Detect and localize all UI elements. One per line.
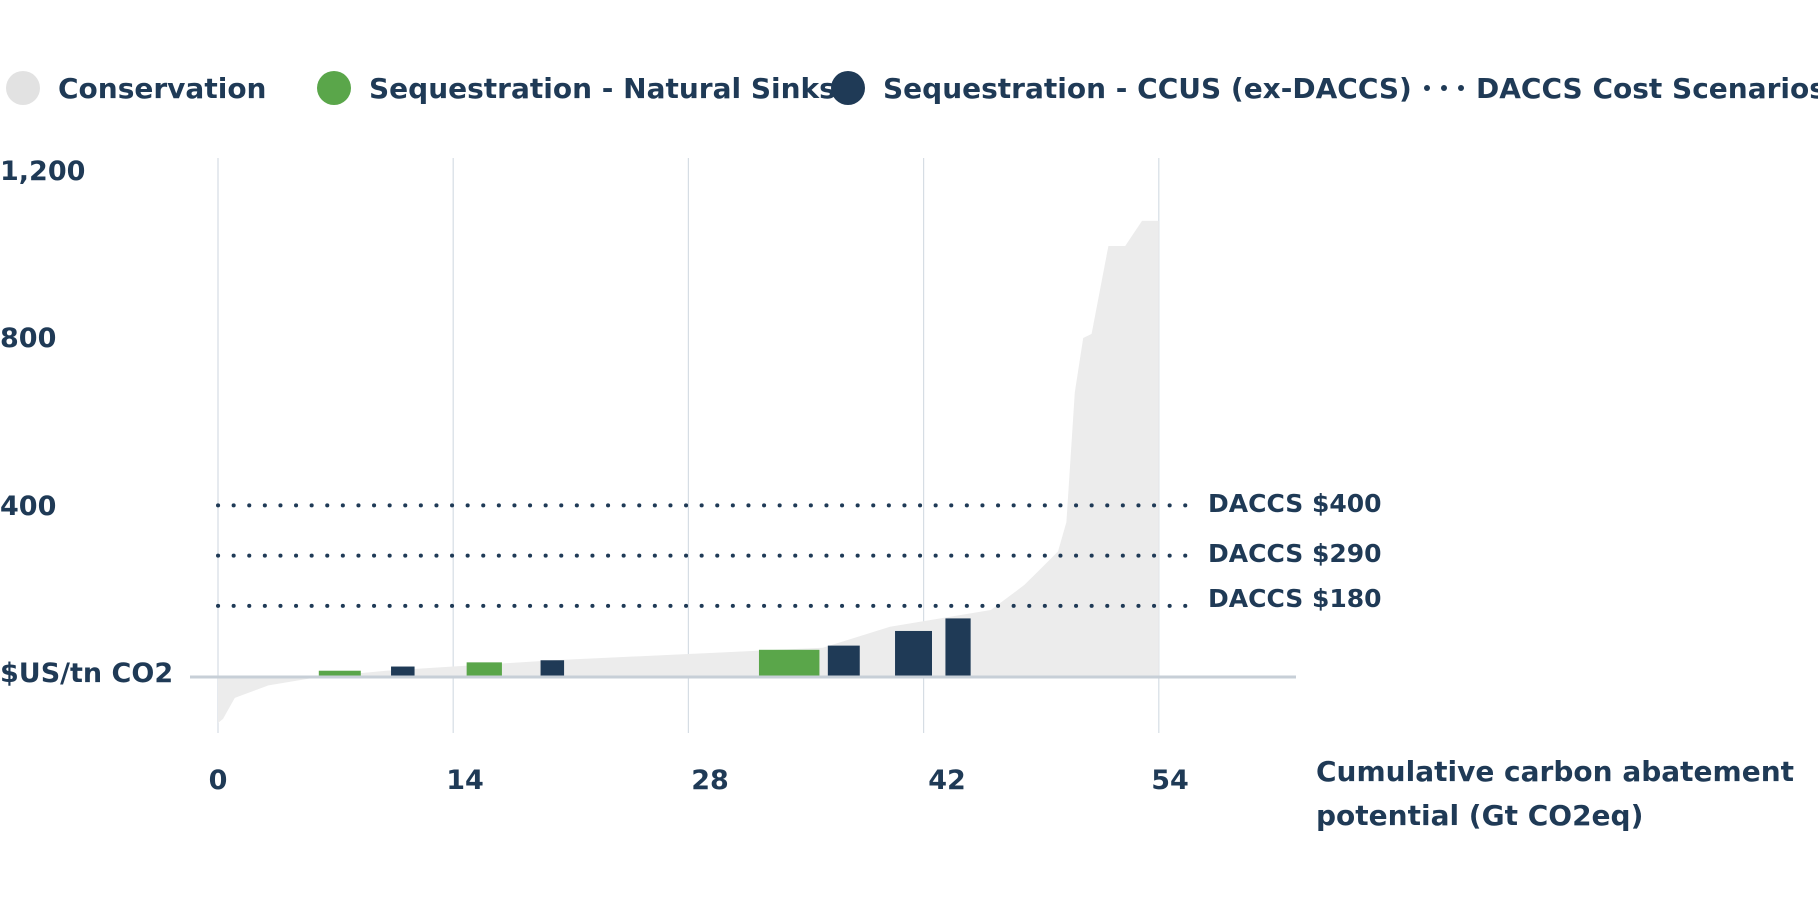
legend-item-daccs-scenarios: DACCS Cost Scenarios — [1424, 64, 1818, 112]
y-tick-label-800: 800 — [0, 323, 57, 354]
legend-dots-icon — [1424, 85, 1464, 91]
y-axis-label: $US/tn CO2 — [0, 658, 174, 689]
y-tick-label-1200: 1,200 — [0, 156, 86, 187]
legend-label-daccs-scenarios: DACCS Cost Scenarios — [1476, 71, 1818, 105]
x-tick-label-0: 0 — [208, 765, 228, 796]
x-tick-label-54: 54 — [1151, 765, 1189, 796]
bar-natural-sinks-5 — [758, 649, 820, 677]
x-axis-label: Cumulative carbon abatement potential (G… — [1316, 755, 1795, 832]
legend-swatch-conservation — [6, 71, 40, 105]
legend-label-conservation: Conservation — [58, 71, 267, 105]
bar-natural-sinks-1 — [318, 670, 361, 677]
bar-ccus-2 — [391, 666, 415, 677]
scenario-label-daccs-180: DACCS $180 — [1208, 584, 1382, 613]
legend-label-natural-sinks: Sequestration - Natural Sinks — [369, 71, 836, 105]
bar-ccus-8 — [945, 618, 971, 677]
sequestration-bars — [318, 618, 971, 677]
legend-item-conservation: Conservation — [6, 64, 266, 112]
legend-swatch-natural-sinks — [317, 71, 351, 105]
y-tick-label-400: 400 — [0, 491, 57, 522]
x-tick-label-28: 28 — [691, 765, 729, 796]
conservation-area — [218, 220, 1159, 724]
legend-swatch-ccus — [831, 71, 865, 105]
legend-label-ccus: Sequestration - CCUS (ex-DACCS) — [883, 71, 1412, 105]
bar-ccus-4 — [540, 660, 565, 677]
x-tick-label-14: 14 — [446, 765, 484, 796]
legend-item-natural-sinks: Sequestration - Natural Sinks — [317, 64, 836, 112]
bar-ccus-7 — [895, 630, 932, 677]
conservation-area-layer — [218, 220, 1159, 724]
x-tick-label-42: 42 — [928, 765, 966, 796]
legend: Conservation Sequestration - Natural Sin… — [0, 64, 1818, 112]
scenario-label-daccs-400: DACCS $400 — [1208, 489, 1382, 518]
scenario-label-daccs-290: DACCS $290 — [1208, 539, 1382, 568]
legend-item-ccus: Sequestration - CCUS (ex-DACCS) — [831, 64, 1412, 112]
bar-natural-sinks-3 — [466, 662, 502, 677]
bar-ccus-6 — [827, 645, 860, 677]
